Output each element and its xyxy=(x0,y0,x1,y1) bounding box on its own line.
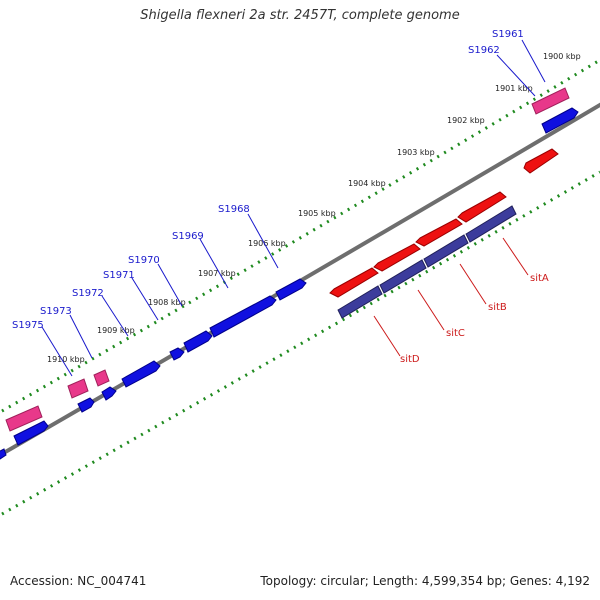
gene-purple[interactable] xyxy=(465,205,517,243)
reverse-gene-labels: sitA sitB sitC sitD xyxy=(400,273,549,365)
gene-label-S1969[interactable]: S1969 xyxy=(172,231,204,242)
gene-red[interactable] xyxy=(457,191,507,223)
gene-blue[interactable] xyxy=(275,278,307,301)
gene-label-sitC[interactable]: sitC xyxy=(446,328,465,339)
gene-label-S1973[interactable]: S1973 xyxy=(40,306,72,317)
gene-blue[interactable] xyxy=(121,360,161,388)
gene-blue[interactable] xyxy=(169,347,185,361)
gene-label-sitB[interactable]: sitB xyxy=(488,302,507,313)
gene-purple[interactable] xyxy=(423,234,469,268)
accession-text: Accession: NC_004741 xyxy=(10,574,147,588)
kbp-label: 1910 kbp xyxy=(47,355,85,364)
gene-label-S1968[interactable]: S1968 xyxy=(218,204,250,215)
reverse-label-leaders xyxy=(373,237,529,357)
kbp-label: 1909 kbp xyxy=(97,326,135,335)
outer-tick-track xyxy=(0,58,600,414)
gene-pink[interactable] xyxy=(93,369,110,387)
map-title: Shigella flexneri 2a str. 2457T, complet… xyxy=(140,8,460,23)
gene-red[interactable] xyxy=(373,243,421,272)
gene-label-S1975[interactable]: S1975 xyxy=(12,320,44,331)
gene-blue[interactable] xyxy=(183,330,213,353)
kbp-scale: 1900 kbp 1901 kbp 1902 kbp 1903 kbp 1904… xyxy=(47,52,581,364)
kbp-label: 1906 kbp xyxy=(248,239,286,248)
kbp-label: 1901 kbp xyxy=(495,84,533,93)
gene-label-S1972[interactable]: S1972 xyxy=(72,288,104,299)
gene-blue[interactable] xyxy=(77,397,95,413)
gene-purple[interactable] xyxy=(379,259,427,294)
inner-tick-track xyxy=(0,170,600,517)
gene-label-S1961[interactable]: S1961 xyxy=(492,29,524,40)
gene-blue[interactable] xyxy=(101,386,117,401)
forward-label-leaders xyxy=(41,39,546,377)
kbp-label: 1908 kbp xyxy=(148,298,186,307)
gene-red[interactable] xyxy=(415,218,463,247)
gene-blue[interactable] xyxy=(0,448,7,460)
kbp-label: 1907 kbp xyxy=(198,269,236,278)
gene-label-sitD[interactable]: sitD xyxy=(400,354,420,365)
genome-summary-text: Topology: circular; Length: 4,599,354 bp… xyxy=(260,574,590,588)
gene-label-S1970[interactable]: S1970 xyxy=(128,255,160,266)
kbp-label: 1900 kbp xyxy=(543,52,581,61)
gene-blue[interactable] xyxy=(13,420,49,446)
gene-label-S1971[interactable]: S1971 xyxy=(103,270,135,281)
forward-genes xyxy=(0,87,579,460)
kbp-label: 1902 kbp xyxy=(447,116,485,125)
gene-blue[interactable] xyxy=(209,295,277,338)
forward-gene-labels: S1961 S1962 S1968 S1969 S1970 S1971 S197… xyxy=(12,29,524,331)
gene-label-sitA[interactable]: sitA xyxy=(530,273,549,284)
gene-blue[interactable] xyxy=(541,107,579,134)
gene-pink[interactable] xyxy=(5,405,43,432)
gene-purple[interactable] xyxy=(337,285,383,319)
gene-red[interactable] xyxy=(523,148,559,174)
gene-pink[interactable] xyxy=(67,378,89,399)
kbp-label: 1904 kbp xyxy=(348,179,386,188)
gene-label-S1962[interactable]: S1962 xyxy=(468,45,500,56)
reverse-genes xyxy=(329,148,559,319)
gene-red[interactable] xyxy=(329,267,379,298)
kbp-label: 1905 kbp xyxy=(298,209,336,218)
kbp-label: 1903 kbp xyxy=(397,148,435,157)
gene-pink[interactable] xyxy=(531,87,570,115)
